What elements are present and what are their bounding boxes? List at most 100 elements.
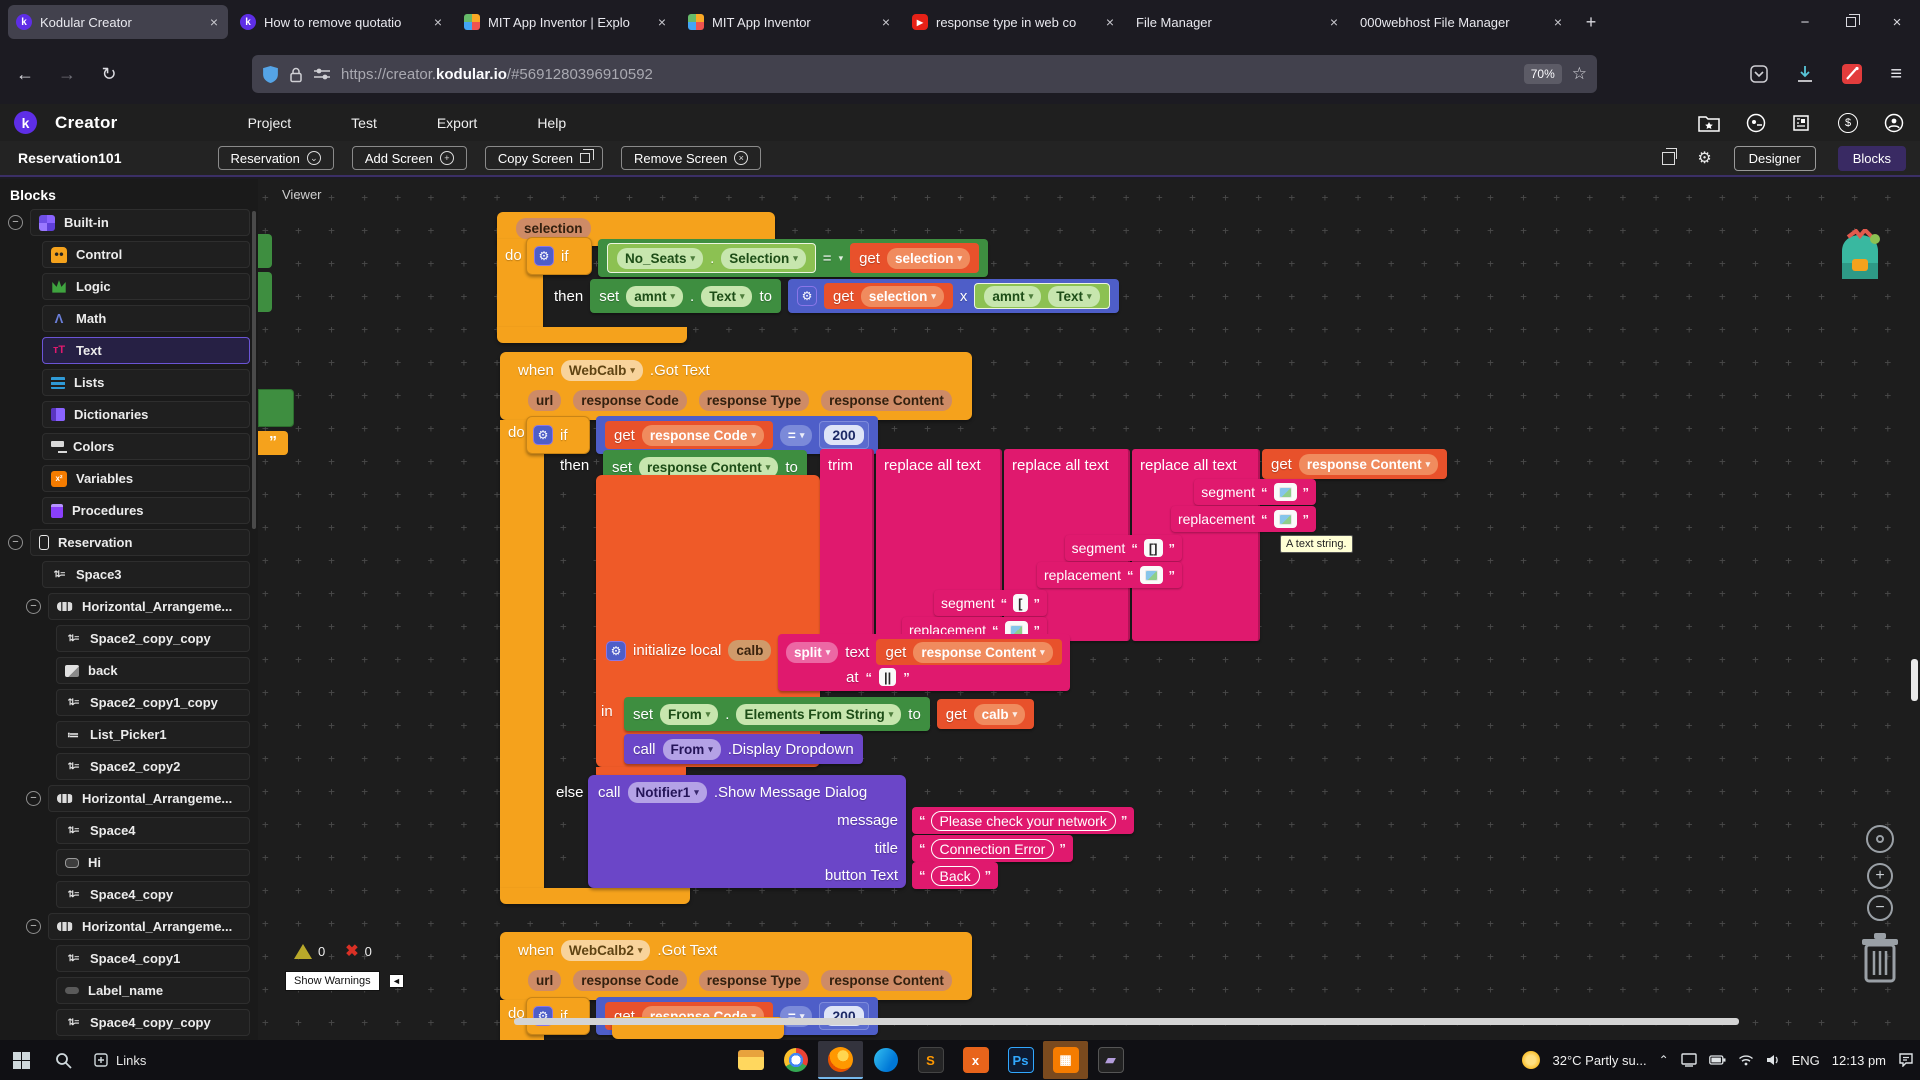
recenter-crosshair-button[interactable] xyxy=(1866,825,1894,853)
property-dropdown[interactable]: Text ▾ xyxy=(701,285,753,307)
collapse-icon[interactable]: − xyxy=(8,535,23,550)
sidebar-item-hi[interactable]: Hi xyxy=(56,849,250,876)
tab-close-icon[interactable]: × xyxy=(209,14,218,30)
event-param-chip[interactable]: url xyxy=(528,390,562,411)
minimize-button[interactable]: − xyxy=(1800,13,1810,31)
tab-appinventor-explore[interactable]: MIT App Inventor | Explo × xyxy=(456,5,676,39)
partial-string-block[interactable]: ” xyxy=(258,431,288,455)
emoji-string-chip[interactable] xyxy=(1273,510,1297,528)
edge-icon[interactable] xyxy=(863,1041,908,1079)
action-center-icon[interactable] xyxy=(1898,1053,1914,1067)
links-toolbar[interactable]: Links xyxy=(84,1040,156,1080)
set-property-block[interactable]: set amnt ▾ . Text ▾ to xyxy=(590,279,781,313)
text-string-chip[interactable]: || xyxy=(879,668,897,686)
permissions-icon[interactable] xyxy=(313,67,331,81)
page-zoom-badge[interactable]: 70% xyxy=(1523,64,1562,84)
sidebar-item-space3[interactable]: ⇅≡ Space3 xyxy=(42,561,250,588)
tab-file-manager[interactable]: File Manager × xyxy=(1128,5,1348,39)
trash-icon[interactable] xyxy=(1858,931,1902,985)
news-icon[interactable] xyxy=(1792,113,1812,133)
mutator-gear-icon[interactable]: ⚙ xyxy=(606,640,626,661)
sidebar-item-logic[interactable]: Logic xyxy=(42,273,250,300)
equals-operator[interactable]: = xyxy=(822,249,832,267)
operator-dropdown[interactable]: = ▾ xyxy=(779,424,813,446)
menu-export[interactable]: Export xyxy=(436,114,478,131)
sidebar-item-space2-copy2[interactable]: ⇅≡ Space2_copy2 xyxy=(56,753,250,780)
text-string-block[interactable]: “Please check your network” xyxy=(912,807,1135,834)
variable-dropdown[interactable]: response Content ▾ xyxy=(639,456,779,478)
sidebar-item-builtin[interactable]: Built-in xyxy=(30,209,250,236)
sidebar-item-lists[interactable]: Lists xyxy=(42,369,250,396)
component-property-block[interactable]: No_Seats ▾ . Selection ▾ xyxy=(607,243,816,273)
replacement-socket[interactable]: replacement “” xyxy=(1170,506,1316,532)
menu-test[interactable]: Test xyxy=(351,114,377,131)
variable-dropdown[interactable]: response Content ▾ xyxy=(913,641,1053,663)
collapse-icon[interactable]: − xyxy=(26,919,41,934)
menu-project[interactable]: Project xyxy=(247,114,292,131)
number-block[interactable]: 200 xyxy=(819,1002,869,1030)
sidebar-item-text[interactable]: тT Text xyxy=(42,337,250,364)
mutator-gear-icon[interactable]: ⚙ xyxy=(534,246,554,266)
sidebar-item-space4-copy-copy[interactable]: ⇅≡ Space4_copy_copy xyxy=(56,1009,250,1036)
sidebar-item-control[interactable]: Control xyxy=(42,241,250,268)
property-dropdown[interactable]: Elements From String ▾ xyxy=(736,703,902,725)
error-x-icon[interactable]: ✖ xyxy=(345,943,359,960)
sidebar-item-horizontal-arrangement-1[interactable]: Horizontal_Arrangeme... xyxy=(48,593,250,620)
tab-close-icon[interactable]: × xyxy=(1553,14,1562,30)
chrome-icon[interactable] xyxy=(773,1041,818,1079)
event-param-chip[interactable]: response Code xyxy=(573,970,687,991)
sidebar-item-space2-copy1-copy[interactable]: ⇅≡ Space2_copy1_copy xyxy=(56,689,250,716)
text-string-chip[interactable]: [ xyxy=(1013,594,1028,612)
split-text-block[interactable]: split ▾ text get response Content ▾ at “ ||… xyxy=(778,634,1070,691)
text-string-block[interactable]: “Back” xyxy=(912,862,999,889)
sidebar-item-dictionaries[interactable]: Dictionaries xyxy=(42,401,250,428)
component-dropdown[interactable]: Notifier1 ▾ xyxy=(627,782,707,803)
variable-dropdown[interactable]: response Content ▾ xyxy=(1298,453,1439,475)
sidebar-item-space4-copy1[interactable]: ⇅≡ Space4_copy1 xyxy=(56,945,250,972)
partial-block[interactable] xyxy=(258,389,294,427)
sidebar-item-variables[interactable]: x² Variables xyxy=(42,465,250,492)
tab-how-to-remove[interactable]: k How to remove quotatio × xyxy=(232,5,452,39)
url-text[interactable]: https://creator.kodular.io/#569128039691… xyxy=(341,66,1514,83)
sidebar-item-space4-copy[interactable]: ⇅≡ Space4_copy xyxy=(56,881,250,908)
url-bar[interactable]: https://creator.kodular.io/#569128039691… xyxy=(252,55,1597,93)
weather-text[interactable]: 32°C Partly su... xyxy=(1552,1052,1647,1068)
text-string-block[interactable]: “Connection Error” xyxy=(912,835,1073,862)
wifi-icon[interactable] xyxy=(1738,1054,1754,1066)
text-string-chip[interactable]: [] xyxy=(1143,539,1163,557)
project-folder-icon[interactable] xyxy=(1698,114,1720,132)
account-icon[interactable] xyxy=(1884,113,1904,133)
block-bottom[interactable] xyxy=(500,888,690,904)
firefox-icon[interactable] xyxy=(818,1041,863,1079)
tab-close-icon[interactable]: × xyxy=(1105,14,1114,30)
collapse-icon[interactable]: − xyxy=(26,599,41,614)
mutator-gear-icon[interactable]: ⚙ xyxy=(797,286,817,306)
close-button[interactable]: × xyxy=(1892,13,1902,31)
get-variable-block[interactable]: get response Content ▾ xyxy=(876,639,1062,665)
segment-socket[interactable]: segment “[” xyxy=(933,590,1047,616)
variable-dropdown[interactable]: response Code ▾ xyxy=(641,424,764,446)
zoom-out-button[interactable]: − xyxy=(1867,895,1893,921)
sidebar-scrollbar[interactable] xyxy=(252,211,256,529)
event-block-spine[interactable] xyxy=(500,420,544,890)
sidebar-item-horizontal-arrangement-2[interactable]: Horizontal_Arrangeme... xyxy=(48,785,250,812)
event-param-chip[interactable]: url xyxy=(528,970,562,991)
add-screen-button[interactable]: Add Screen + xyxy=(351,146,467,170)
event-param-chip[interactable]: response Type xyxy=(698,390,810,411)
component-dropdown[interactable]: amnt ▾ xyxy=(626,285,684,307)
file-explorer-icon[interactable] xyxy=(728,1041,773,1079)
lock-icon[interactable] xyxy=(289,66,303,83)
community-icon[interactable] xyxy=(1746,113,1766,133)
event-param-chip[interactable]: response Type xyxy=(698,970,810,991)
clock[interactable]: 12:13 pm xyxy=(1831,1052,1886,1068)
logic-compare-block[interactable]: No_Seats ▾ . Selection ▾ = ▾ get selection ▾ xyxy=(598,239,989,277)
sidebar-item-space2-copy-copy[interactable]: ⇅≡ Space2_copy_copy xyxy=(56,625,250,652)
warning-triangle-icon[interactable] xyxy=(294,943,312,959)
component-dropdown[interactable]: From ▾ xyxy=(662,738,721,760)
property-dropdown[interactable]: Selection ▾ xyxy=(721,247,806,269)
search-icon[interactable] xyxy=(42,1040,84,1080)
component-dropdown[interactable]: amnt ▾ xyxy=(984,285,1042,307)
get-variable-block[interactable]: get selection ▾ xyxy=(850,243,980,273)
event-param-chip[interactable]: response Code xyxy=(573,390,687,411)
component-property-block[interactable]: amnt ▾ Text ▾ xyxy=(974,283,1110,309)
